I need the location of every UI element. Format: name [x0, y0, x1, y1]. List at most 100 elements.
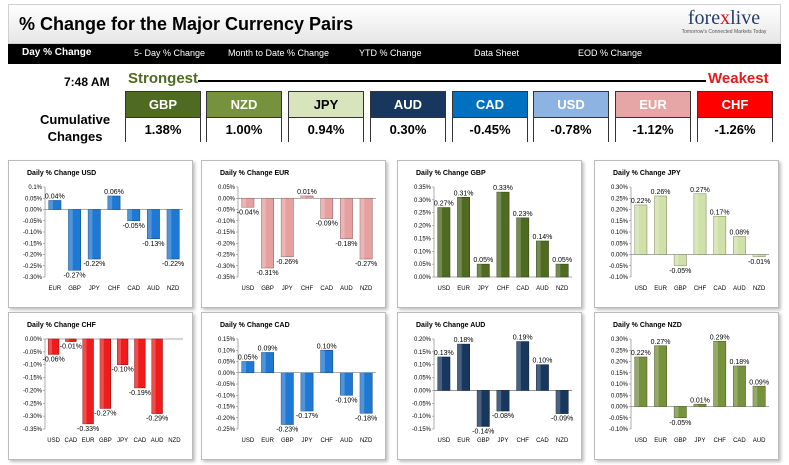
currency-box-aud: AUD 0.30% [370, 91, 446, 142]
chart-bar-highlight [674, 254, 679, 266]
chart-bar-highlight [281, 198, 286, 257]
chart-bar-highlight [107, 196, 113, 210]
data-label: 0.17% [710, 209, 730, 216]
y-tick-label: 0.25% [414, 211, 432, 217]
y-tick-label: -0.20% [23, 388, 43, 394]
y-tick-label: 0.15% [611, 371, 629, 377]
x-category-label: GBP [477, 438, 490, 444]
chart-bar-highlight [634, 357, 640, 407]
chart-bar-highlight [134, 339, 139, 388]
x-category-label: EUR [261, 438, 274, 444]
chart-bar [713, 215, 727, 255]
chart-bar-highlight [48, 200, 54, 210]
chart-bar-highlight [360, 372, 365, 414]
chart-usd-svg: 0.1% 0.05% 0.00% -0.05% -0.10% -0.15% -0.20% -0… [23, 185, 184, 292]
chart-bar [536, 240, 549, 278]
y-tick-label: 0.30% [611, 337, 629, 343]
data-label: -0.01% [60, 344, 82, 351]
currency-code: GBP [126, 92, 200, 118]
chart-bar [300, 195, 314, 199]
data-label: 0.29% [710, 334, 730, 341]
data-label: -0.04% [237, 209, 259, 216]
data-label: -0.27% [63, 272, 85, 279]
data-label: 0.31% [454, 190, 474, 197]
y-tick-label: -0.05% [216, 382, 236, 388]
y-tick-label: -0.20% [216, 416, 236, 422]
chart-bar [555, 263, 569, 278]
chart-title: Daily % Change EUR [220, 170, 290, 177]
cumulative-label-line2: Changes [47, 129, 103, 144]
y-tick-label: -0.05% [23, 219, 43, 225]
x-category-label: EUR [457, 438, 470, 444]
data-label: -0.27% [94, 410, 116, 417]
chart-bar-highlight [556, 390, 561, 414]
chart-nzd: Daily % Change NZD 0.30% 0.25% 0.20% 0.15% 0… [594, 312, 779, 460]
chart-bar [280, 372, 294, 425]
logo-wordmark: forexlive [687, 7, 761, 29]
y-tick-label: 0.05% [414, 262, 432, 268]
x-category-label: JPY [301, 438, 312, 444]
chart-bar [673, 254, 687, 267]
currency-code: CHF [698, 92, 772, 118]
x-category-label: CHF [108, 286, 121, 292]
nav-data-sheet[interactable]: Data Sheet [474, 48, 520, 58]
x-category-label: JPY [89, 286, 100, 292]
nav-eod-change[interactable]: EOD % Change [578, 48, 643, 58]
currency-value: 0.94% [289, 118, 363, 142]
currency-code: CAD [453, 92, 527, 118]
y-tick-label: -0.15% [216, 230, 236, 236]
data-label: -0.05% [669, 420, 691, 427]
x-category-label: EUR [457, 286, 470, 292]
x-category-label: NZD [556, 438, 569, 444]
data-label: 0.27% [434, 201, 454, 208]
chart-bar [457, 343, 470, 391]
chart-cad: Daily % Change CAD 0.15% 0.10% 0.05% 0.00% -… [201, 312, 386, 460]
x-category-label: AUD [733, 286, 746, 292]
chart-bar [241, 197, 255, 208]
data-label: -0.18% [335, 241, 357, 248]
forexlive-logo[interactable]: forexlive Tomorrow's Connected Markets T… [676, 7, 772, 41]
chart-title: Daily % Change AUD [416, 322, 486, 329]
x-category-label: EUR [82, 438, 95, 444]
x-category-label: JPY [497, 438, 508, 444]
x-category-label: GBP [261, 286, 274, 292]
y-tick-label: -0.30% [23, 414, 43, 420]
data-label: -0.13% [142, 241, 164, 248]
chart-bar [134, 338, 146, 389]
y-tick-label: -0.30% [23, 275, 43, 281]
chart-bar-highlight [88, 209, 93, 259]
y-tick-label: -0.35% [216, 275, 236, 281]
data-label: -0.01% [748, 259, 770, 266]
nav-ytd-change[interactable]: YTD % Change [359, 48, 422, 58]
chart-chf: Daily % Change CHF 0.00% -0.05% -0.10% -0.1… [8, 312, 193, 460]
data-label: 0.08% [729, 230, 749, 237]
chart-bar [280, 197, 294, 258]
y-tick-label: -0.10% [216, 219, 236, 225]
x-category-label: NZD [360, 286, 373, 292]
strongest-label: Strongest [128, 70, 199, 87]
chart-bar-highlight [457, 197, 462, 277]
currency-code: NZD [207, 92, 281, 118]
y-tick-label: 0.30% [611, 185, 629, 191]
y-tick-label: 0.00% [25, 208, 43, 214]
data-label: 0.04% [45, 194, 65, 201]
chart-bar-highlight [457, 344, 462, 391]
chart-bar [320, 349, 334, 374]
chart-bar [496, 191, 510, 278]
y-tick-label: 0.00% [414, 388, 432, 394]
chart-bar [733, 365, 746, 407]
currency-code: AUD [371, 92, 445, 118]
currency-code: EUR [616, 92, 690, 118]
chart-bar-highlight [261, 352, 266, 373]
chart-bar [151, 338, 163, 414]
nav-day-change[interactable]: Day % Change [22, 47, 92, 58]
chart-bar-highlight [261, 198, 266, 268]
data-label: -0.06% [43, 356, 65, 363]
chart-bar [693, 403, 707, 407]
nav-5day-change[interactable]: 5- Day % Change [134, 48, 206, 58]
chart-eur: Daily % Change EUR 0.05% 0.00% -0.05% -0.10… [201, 160, 386, 308]
y-tick-label: -0.10% [216, 393, 236, 399]
chart-bar-highlight [713, 216, 718, 255]
nav-month-to-date-change[interactable]: Month to Date % Change [228, 48, 330, 58]
y-tick-label: 0.20% [611, 208, 629, 214]
